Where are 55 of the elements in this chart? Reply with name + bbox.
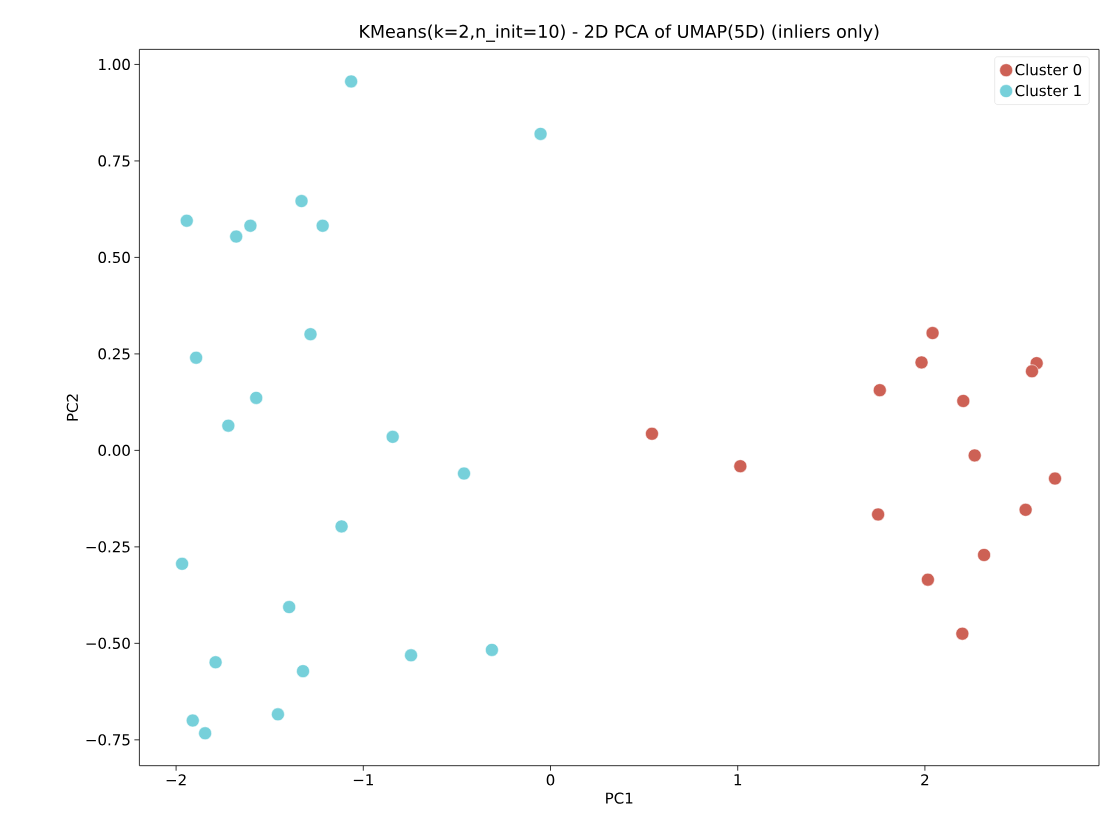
y-tick-label: 1.00 xyxy=(99,58,130,71)
chart-title: KMeans(k=2,n_init=10) - 2D PCA of UMAP(5D) (inliers only) xyxy=(360,24,879,42)
y-tick-label: 0.50 xyxy=(98,251,130,264)
point xyxy=(872,383,887,397)
point xyxy=(175,557,189,571)
point xyxy=(334,519,349,534)
point xyxy=(189,350,203,365)
x-tick-label: −2 xyxy=(166,774,186,786)
y-tick-label: −0.75 xyxy=(86,734,130,746)
legend-label: Cluster 1 xyxy=(1015,84,1081,97)
y-tick-label: −0.25 xyxy=(86,541,130,553)
point xyxy=(179,213,194,228)
point xyxy=(303,327,318,342)
point xyxy=(967,448,982,463)
x-axis-title: PC1 xyxy=(606,792,633,804)
point xyxy=(955,626,970,641)
point xyxy=(185,713,200,728)
y-tick-label: −0.50 xyxy=(86,637,130,650)
x-tick-label: 1 xyxy=(734,774,742,786)
point xyxy=(385,430,400,444)
point xyxy=(243,218,258,233)
y-tick-label: 0.75 xyxy=(98,155,130,167)
point xyxy=(229,229,243,244)
point xyxy=(977,548,991,562)
point xyxy=(921,572,935,587)
point xyxy=(208,655,223,670)
point xyxy=(294,194,309,208)
y-tick-label: 0.25 xyxy=(98,348,130,360)
point xyxy=(315,218,330,233)
point xyxy=(1048,471,1062,486)
point xyxy=(271,707,285,722)
point xyxy=(1025,364,1039,379)
point xyxy=(344,74,358,89)
point xyxy=(457,466,471,481)
x-tick-label: −1 xyxy=(353,774,373,786)
point xyxy=(198,726,212,741)
x-tick-label: 2 xyxy=(921,774,929,786)
point xyxy=(645,426,659,441)
point xyxy=(1018,503,1033,517)
point xyxy=(871,507,885,522)
point xyxy=(956,394,971,408)
point xyxy=(733,459,748,473)
y-axis-title: PC2 xyxy=(66,394,79,421)
legend-label: Cluster 0 xyxy=(1015,63,1082,76)
point xyxy=(282,600,296,614)
point xyxy=(925,326,940,340)
point xyxy=(533,127,548,141)
y-tick-label: 0.00 xyxy=(98,444,130,457)
point xyxy=(221,418,236,433)
point xyxy=(485,643,499,657)
point xyxy=(914,355,929,370)
point xyxy=(296,664,310,678)
x-tick-label: 0 xyxy=(546,774,555,786)
point xyxy=(404,648,418,663)
point xyxy=(249,391,264,405)
